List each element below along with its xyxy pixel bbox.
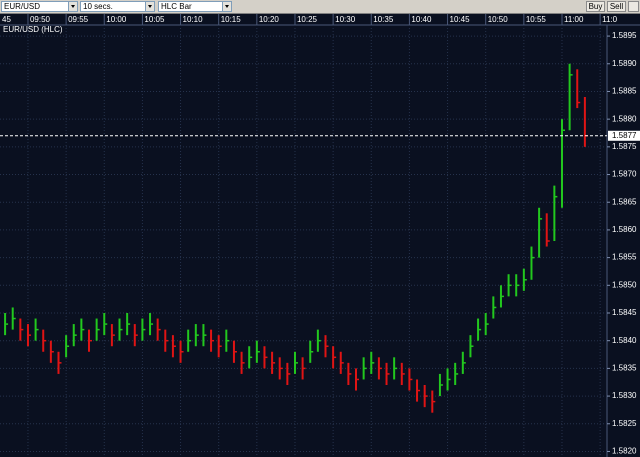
x-tick-label: 10:45 — [450, 15, 471, 24]
x-tick-label: 10:20 — [259, 15, 280, 24]
y-tick-label: 1.5870 — [612, 170, 637, 179]
y-tick-label: 1.5845 — [612, 308, 637, 317]
interval-field[interactable]: 10 secs. — [80, 1, 146, 12]
y-tick-label: 1.5835 — [612, 363, 637, 372]
y-tick-label: 1.5840 — [612, 336, 637, 345]
y-tick-label: 1.5865 — [612, 197, 637, 206]
buy-button[interactable]: Buy — [586, 1, 605, 12]
y-tick-label: 1.5830 — [612, 391, 637, 400]
x-tick-label: 45 — [2, 15, 11, 24]
x-tick-label: 10:55 — [526, 15, 547, 24]
y-tick-label: 1.5855 — [612, 253, 637, 262]
y-tick-label: 1.5850 — [612, 280, 637, 289]
menu-button[interactable] — [628, 1, 639, 12]
x-tick-label: 10:35 — [373, 15, 394, 24]
y-tick-label: 1.5875 — [612, 142, 637, 151]
y-tick-label: 1.5880 — [612, 114, 637, 123]
sell-button[interactable]: Sell — [607, 1, 626, 12]
x-tick-label: 10:25 — [297, 15, 318, 24]
style-dropdown[interactable] — [222, 1, 232, 12]
x-tick-label: 10:50 — [488, 15, 509, 24]
x-tick-label: 09:55 — [68, 15, 89, 24]
y-tick-label: 1.5860 — [612, 225, 637, 234]
time-axis — [0, 14, 640, 25]
y-tick-label: 1.5885 — [612, 87, 637, 96]
x-tick-label: 10:15 — [221, 15, 242, 24]
y-tick-label: 1.5890 — [612, 59, 637, 68]
x-tick-label: 09:50 — [30, 15, 51, 24]
last-price-label: 1.5877 — [612, 131, 637, 140]
interval-dropdown[interactable] — [145, 1, 155, 12]
x-tick-label: 10:00 — [106, 15, 127, 24]
chart: EUR/USD (HLC) 45 09:50 09:55 10:00 10:05 10:1… — [0, 14, 640, 457]
x-tick-label: 10:05 — [144, 15, 165, 24]
x-tick-label: 11:00 — [564, 15, 584, 24]
chart-title: EUR/USD (HLC) — [3, 25, 63, 34]
y-tick-label: 1.5820 — [612, 447, 637, 456]
toolbar: EUR/USD 10 secs. HLC Bar Buy Sell — [0, 0, 640, 14]
x-tick-label: 10:40 — [411, 15, 432, 24]
last-price-box — [608, 130, 640, 141]
x-tick-label: 11:0 — [602, 15, 618, 24]
symbol-dropdown[interactable] — [68, 1, 78, 12]
x-tick-label: 10:10 — [183, 15, 204, 24]
y-tick-label: 1.5825 — [612, 419, 637, 428]
symbol-field[interactable]: EUR/USD — [1, 1, 69, 12]
y-tick-label: 1.5895 — [612, 31, 637, 40]
x-tick-label: 10:30 — [335, 15, 356, 24]
style-field[interactable]: HLC Bar — [158, 1, 223, 12]
